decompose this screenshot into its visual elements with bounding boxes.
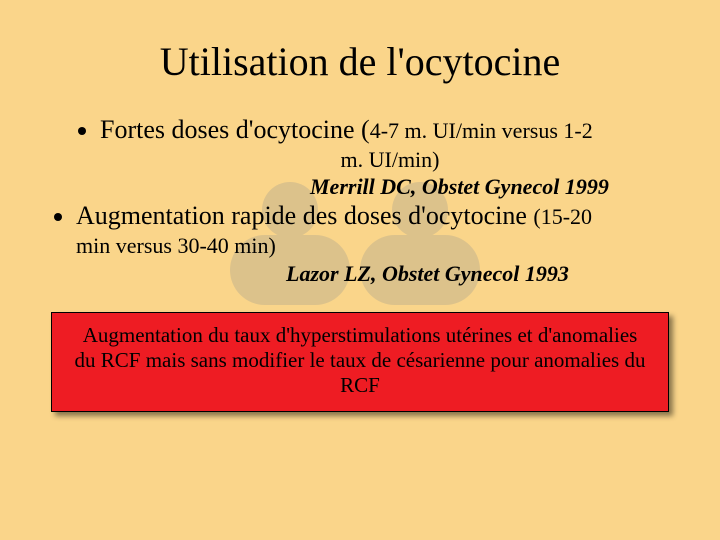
bullet-item-1: Fortes doses d'ocytocine (4-7 m. UI/min … (100, 115, 680, 199)
callout-box: Augmentation du taux d'hyperstimulations… (51, 312, 669, 412)
bullet-lead: Fortes doses d'ocytocine ( (100, 115, 370, 144)
bullet-sub: 4-7 m. UI/min versus 1-2 (370, 118, 593, 143)
bullet-lead: Augmentation rapide des doses d'ocytocin… (76, 201, 533, 230)
callout-text: Augmentation du taux d'hyperstimulations… (75, 323, 646, 397)
bullet-cont: min versus 30-40 min) (76, 233, 680, 258)
slide-title: Utilisation de l'ocytocine (40, 38, 680, 85)
bullet-citation: Merrill DC, Obstet Gynecol 1999 (100, 174, 680, 199)
bullet-list-1: Fortes doses d'ocytocine (4-7 m. UI/min … (40, 115, 680, 199)
slide: Utilisation de l'ocytocine Fortes doses … (0, 0, 720, 540)
bullet-cont: m. UI/min) (100, 147, 680, 172)
bullet-item-2: Augmentation rapide des doses d'ocytocin… (76, 201, 680, 285)
bullet-list-2: Augmentation rapide des doses d'ocytocin… (40, 201, 680, 285)
bullet-citation: Lazor LZ, Obstet Gynecol 1993 (76, 261, 680, 286)
bullet-sub: (15-20 (533, 204, 592, 229)
